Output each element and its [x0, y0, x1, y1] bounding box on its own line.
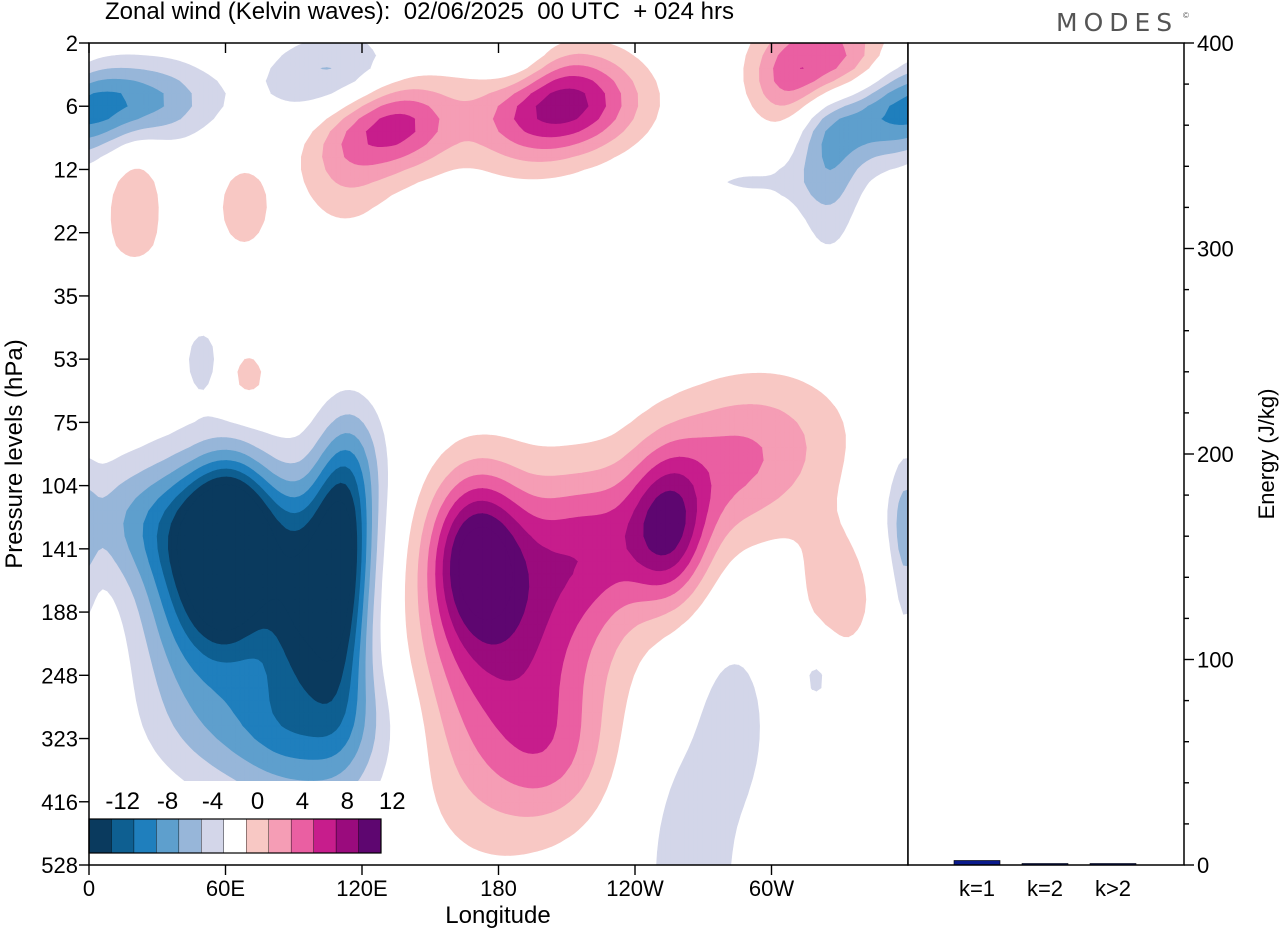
colorbar-swatch [290, 818, 315, 854]
brand-copyright-mark: © [1183, 11, 1189, 20]
y-tick-label: 35 [54, 284, 78, 309]
energy-category-label: k=2 [1027, 876, 1063, 901]
colorbar-swatch [133, 818, 157, 854]
colorbar: -12 -8 -4 0 4 8 12 [88, 781, 406, 856]
colorbar-swatch [246, 818, 270, 854]
y-tick-label: 141 [41, 537, 78, 562]
energy-tick-label: 400 [1197, 31, 1234, 56]
hovmoller-panel: -12 -8 -4 0 4 8 12 0 60E 120E 180 120W 60W 2 6 12 22 35… [1, 31, 909, 929]
colorbar-swatch [268, 818, 292, 854]
colorbar-label: 4 [296, 788, 309, 815]
colorbar-label: -8 [157, 788, 178, 815]
y-tick-label: 75 [54, 410, 78, 435]
colorbar-swatches [89, 818, 382, 854]
colorbar-label: 8 [341, 788, 354, 815]
y-tick-label: 53 [54, 347, 78, 372]
colorbar-swatch [201, 818, 225, 854]
energy-category-label: k>2 [1095, 876, 1131, 901]
energy-category-label: k=1 [959, 876, 995, 901]
energy-tick-label: 300 [1197, 237, 1234, 262]
x-axis: 0 60E 120E 180 120W 60W [83, 43, 794, 901]
y-tick-label: 22 [54, 221, 78, 246]
chart-title: Zonal wind (Kelvin waves): 02/06/2025 00… [105, 0, 734, 25]
y-tick-label: 104 [41, 474, 78, 499]
colorbar-swatch [111, 818, 135, 854]
x-tick-label: 120E [336, 876, 387, 901]
colorbar-swatch [358, 818, 382, 854]
y-axis-label: Pressure levels (hPa) [1, 339, 28, 568]
westerly-band-14 [457, 526, 513, 621]
colorbar-swatch [89, 819, 112, 853]
easterly-band-14 [176, 484, 353, 662]
energy-panel: k=1 k=2 k>2 0 100 200 300 400 Energy (J/kg) [907, 31, 1279, 901]
colorbar-swatch [223, 818, 247, 854]
colorbar-swatch [313, 818, 337, 854]
energy-x-axis: k=1 k=2 k>2 [959, 876, 1131, 901]
x-tick-label: 60W [749, 876, 794, 901]
energy-tick-label: 200 [1197, 442, 1234, 467]
colorbar-labels: -12 -8 -4 0 4 8 12 [105, 788, 405, 815]
colorbar-label: 12 [379, 788, 406, 815]
energy-tick-label: 0 [1197, 853, 1209, 878]
x-tick-label: 60E [206, 876, 245, 901]
colorbar-label: -12 [105, 788, 140, 815]
y-tick-label: 323 [41, 727, 78, 752]
x-axis-label: Longitude [445, 902, 550, 929]
y-tick-label: 416 [41, 790, 78, 815]
brand-logo: MODES [1056, 8, 1179, 37]
colorbar-swatch [178, 818, 202, 854]
y-tick-label: 188 [41, 600, 78, 625]
wind-contour-layers [89, 43, 908, 865]
energy-axis-label: Energy (J/kg) [1254, 389, 1279, 520]
y-tick-label: 12 [54, 157, 78, 182]
energy-y-axis: 0 100 200 300 400 [1184, 31, 1234, 878]
colorbar-swatch [335, 818, 360, 854]
y-axis: 2 6 12 22 35 53 75 104 141 188 248 323 416 528 [41, 31, 89, 878]
colorbar-label: 0 [251, 788, 264, 815]
x-tick-label: 0 [83, 876, 95, 901]
colorbar-label: -4 [202, 788, 223, 815]
y-tick-label: 528 [41, 853, 78, 878]
y-tick-label: 2 [66, 31, 78, 56]
energy-tick-label: 100 [1197, 648, 1234, 673]
x-tick-label: 180 [480, 876, 517, 901]
colorbar-swatch [156, 818, 180, 854]
y-tick-label: 6 [66, 94, 78, 119]
y-tick-label: 248 [41, 663, 78, 688]
x-tick-label: 120W [606, 876, 664, 901]
